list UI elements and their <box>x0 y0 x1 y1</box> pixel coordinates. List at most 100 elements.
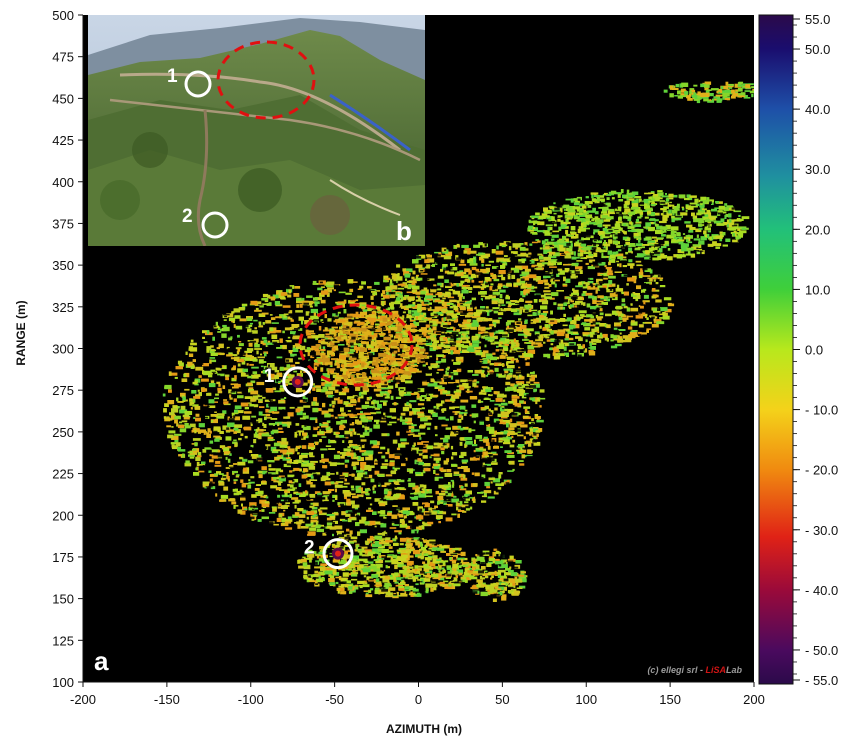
cloud-speck <box>395 584 404 587</box>
cloud-speck <box>519 355 527 358</box>
cloud-speck <box>251 456 260 459</box>
cloud-speck <box>248 342 253 347</box>
cloud-speck <box>475 253 482 256</box>
cloud-speck <box>439 560 446 565</box>
cloud-speck <box>522 248 529 251</box>
cloud-speck <box>616 324 622 327</box>
cloud-speck <box>557 329 566 334</box>
cloud-speck <box>623 291 629 296</box>
cloud-speck <box>318 571 323 574</box>
cloud-speck <box>360 391 367 395</box>
cloud-speck <box>381 298 385 300</box>
cloud-speck <box>319 546 327 550</box>
cloud-speck <box>639 212 643 218</box>
cloud-speck <box>240 402 249 407</box>
cloud-speck <box>601 253 604 257</box>
cloud-speck <box>374 470 380 475</box>
cloud-speck <box>569 307 572 309</box>
cloud-speck <box>251 415 257 418</box>
cloud-speck <box>423 564 429 567</box>
cloud-speck <box>450 372 459 376</box>
cloud-speck <box>244 350 252 353</box>
cloud-speck <box>668 209 672 214</box>
cloud-speck <box>576 343 582 346</box>
cloud-speck <box>501 276 506 281</box>
cloud-speck <box>659 279 663 281</box>
cloud-speck <box>617 249 622 252</box>
cloud-speck <box>529 229 534 232</box>
cloud-speck <box>494 403 501 406</box>
cloud-speck <box>666 197 674 200</box>
cloud-speck <box>322 491 330 495</box>
cloud-speck <box>277 372 282 376</box>
cloud-speck <box>470 429 476 432</box>
cloud-speck <box>712 241 717 245</box>
cloud-speck <box>592 207 596 211</box>
cloud-speck <box>272 294 279 299</box>
cloud-speck <box>552 351 556 356</box>
cloud-speck <box>483 280 488 284</box>
cloud-speck <box>262 303 269 305</box>
cloud-speck <box>226 476 230 480</box>
cloud-speck <box>479 439 485 442</box>
cloud-speck <box>694 215 697 220</box>
cloud-speck <box>178 362 184 367</box>
cloud-speck <box>400 296 407 301</box>
cloud-speck <box>659 313 666 316</box>
cloud-speck <box>390 395 394 400</box>
cloud-speck <box>382 578 390 583</box>
cloud-speck <box>527 443 532 447</box>
cloud-speck <box>424 259 430 264</box>
cloud-speck <box>651 276 657 280</box>
cloud-speck <box>342 414 348 417</box>
cloud-speck <box>531 265 536 268</box>
cloud-speck <box>329 414 334 417</box>
cloud-speck <box>231 311 235 314</box>
cloud-speck <box>562 283 568 287</box>
cloud-speck <box>271 334 278 339</box>
cloud-speck <box>360 418 368 423</box>
cloud-speck <box>370 478 375 483</box>
cloud-speck <box>686 247 694 251</box>
cloud-speck <box>370 412 377 415</box>
cloud-speck <box>512 439 516 443</box>
cloud-speck <box>361 306 366 310</box>
cloud-speck <box>380 420 387 423</box>
cloud-speck <box>609 293 618 297</box>
cloud-speck <box>714 220 721 224</box>
cloud-speck <box>394 454 400 460</box>
cloud-speck <box>528 252 532 256</box>
cloud-speck <box>523 353 532 357</box>
cloud-speck <box>534 331 540 335</box>
cloud-speck <box>393 493 400 497</box>
cloud-speck <box>492 291 501 295</box>
cloud-speck <box>433 566 439 569</box>
cloud-speck <box>524 304 532 309</box>
cloud-speck <box>309 452 314 456</box>
cloud-speck <box>597 295 604 299</box>
cloud-speck <box>452 304 456 307</box>
cloud-speck <box>370 554 375 559</box>
cloud-speck <box>512 401 518 406</box>
cloud-speck <box>619 332 622 335</box>
cloud-speck <box>451 464 458 467</box>
cloud-speck <box>657 190 663 192</box>
cloud-speck <box>601 215 608 219</box>
cloud-speck <box>466 319 472 322</box>
cloud-speck <box>227 458 231 463</box>
cloud-speck <box>287 446 291 449</box>
cloud-speck <box>725 238 731 242</box>
cloud-speck <box>691 246 699 250</box>
cloud-speck <box>254 348 262 350</box>
cloud-speck <box>412 578 417 582</box>
cloud-speck <box>366 420 372 422</box>
cloud-speck <box>416 278 421 282</box>
cloud-speck <box>614 229 621 232</box>
cloud-speck <box>363 564 369 566</box>
cloud-speck <box>391 514 398 519</box>
cloud-speck <box>305 490 308 494</box>
cloud-speck <box>458 347 462 352</box>
cloud-speck <box>261 298 269 301</box>
cloud-speck <box>471 279 475 283</box>
cloud-speck <box>221 365 225 368</box>
